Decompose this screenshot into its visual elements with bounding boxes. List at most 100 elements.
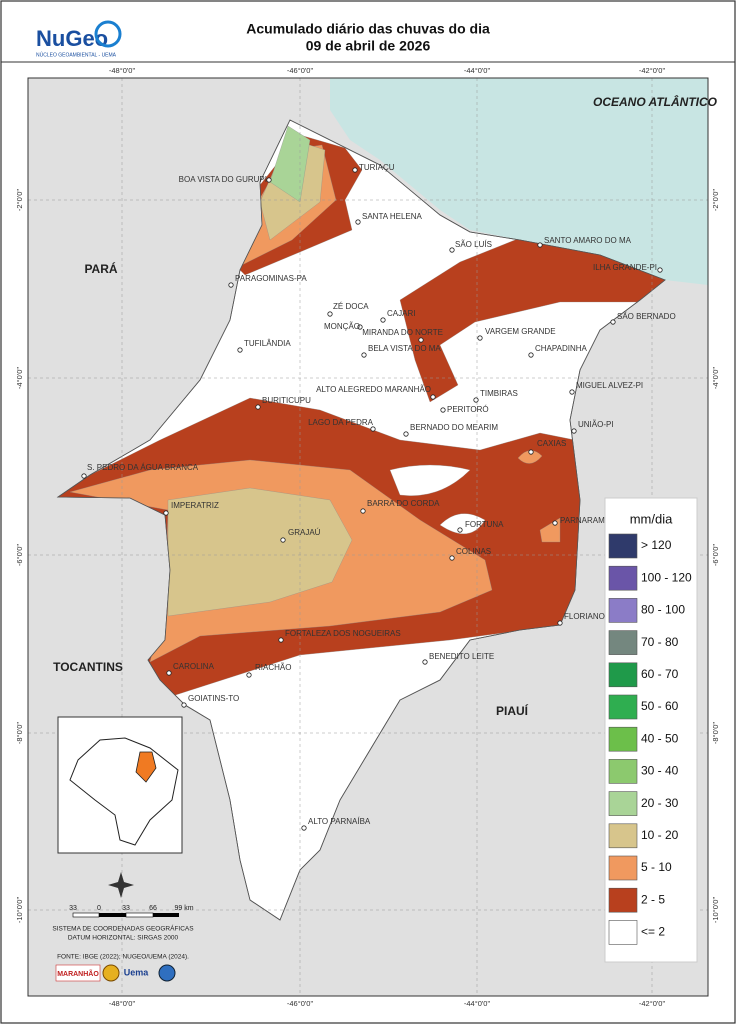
city-label: COLINAS — [456, 547, 491, 556]
lon-label-top: -42°0'0" — [639, 66, 666, 75]
legend-label: 80 - 100 — [641, 603, 685, 617]
legend-swatch — [608, 630, 638, 655]
legend-swatch — [608, 759, 638, 784]
legend-swatch — [608, 694, 638, 720]
legend-swatch — [608, 823, 638, 849]
city-label: CAROLINA — [173, 662, 215, 671]
note: FONTE: IBGE (2022); NUGEO/UEMA (2024). — [57, 954, 189, 961]
cities: BOA VISTA DO GURUPI TURIAÇU SANTA HELENA SÃ… — [81, 163, 676, 831]
legend-label: <= 2 — [641, 925, 665, 939]
city-marker — [477, 335, 483, 341]
city-label: PARAGOMINAS-PA — [235, 274, 307, 283]
city-label: CAXIAS — [537, 439, 566, 448]
note: DATUM HORIZONTAL: SIRGAS 2000 — [68, 935, 179, 942]
legend: mm/dia > 120 100 - 120 80 - 100 70 - 80 60 - … — [604, 497, 698, 963]
lon-label-top: -46°0'0" — [287, 66, 314, 75]
legend-label: 60 - 70 — [641, 667, 679, 681]
scale-bar: 33 0 33 66 99 km — [69, 905, 194, 918]
city-marker — [81, 473, 87, 479]
city-label: SANTA HELENA — [362, 212, 423, 221]
scale-label: 66 — [149, 905, 157, 912]
lon-label-bottom: -42°0'0" — [639, 999, 666, 1008]
lat-label-right: -6°0'0" — [711, 544, 720, 566]
region-label: TOCANTINS — [53, 660, 123, 674]
city-marker — [422, 659, 428, 665]
legend-swatch — [608, 855, 638, 881]
city-label: LAGO DA PEDRA — [308, 418, 374, 427]
legend-label: 50 - 60 — [641, 699, 679, 713]
city-marker — [528, 449, 534, 455]
city-label: FORTALEZA DOS NOGUEIRAS — [285, 629, 401, 638]
logo-text: Uema — [124, 967, 150, 977]
city-marker — [430, 394, 436, 400]
rain-zone — [167, 487, 353, 617]
map-frame — [27, 77, 709, 997]
scale-label: 99 km — [174, 905, 193, 912]
region-label: PARÁ — [84, 261, 117, 276]
city-marker — [280, 537, 286, 543]
city-label: S. PEDRO DA ÁGUA BRANCA — [87, 463, 199, 472]
inset-state — [135, 751, 157, 783]
city-marker — [571, 428, 577, 434]
lon-label-bottom: -48°0'0" — [109, 999, 136, 1008]
city-marker — [457, 527, 463, 533]
city-marker — [380, 317, 386, 323]
rain-zone — [517, 450, 543, 464]
legend-swatch — [608, 791, 638, 816]
city-marker — [181, 702, 187, 708]
city-label: MIGUEL ALVEZ-PI — [576, 381, 643, 390]
scale-segment — [72, 912, 100, 918]
scale-segment — [99, 913, 126, 917]
city-marker — [228, 282, 234, 288]
city-marker — [361, 352, 367, 358]
lat-label-left: -10°0'0" — [15, 897, 24, 924]
city-label: SÃO BERNADO — [617, 312, 676, 321]
city-label: TURIAÇU — [359, 163, 395, 172]
city-marker — [278, 637, 284, 643]
region-label: PIAUÍ — [496, 703, 529, 718]
city-label: BURITICUPU — [262, 396, 311, 405]
city-marker — [370, 426, 376, 432]
city-marker — [657, 267, 663, 273]
city-marker — [557, 620, 563, 626]
city-marker — [418, 337, 424, 343]
city-marker — [246, 672, 252, 678]
city-marker — [266, 177, 272, 183]
notes: SISTEMA DE COORDENADAS GEOGRÁFICAS DATUM … — [52, 924, 194, 961]
logo-seal — [102, 964, 120, 982]
city-marker — [610, 319, 616, 325]
city-label: FORTUNA — [465, 520, 504, 529]
logo-seal — [158, 964, 176, 982]
city-marker — [357, 324, 363, 330]
city-label: BELA VISTA DO MA — [368, 344, 441, 353]
legend-swatch — [608, 662, 638, 688]
city-label: PERITORÓ — [447, 405, 489, 414]
lon-label-bottom: -44°0'0" — [464, 999, 491, 1008]
city-label: MIRANDA DO NORTE — [362, 328, 443, 337]
note: SISTEMA DE COORDENADAS GEOGRÁFICAS — [52, 924, 194, 933]
city-label: UNIÃO-PI — [578, 420, 614, 429]
city-label: ALTO ALEGREDO MARANHÃO — [316, 385, 431, 394]
scale-label: 33 — [69, 905, 77, 912]
legend-label: > 120 — [641, 538, 672, 552]
logo-globe — [94, 20, 122, 48]
legend-label: 10 - 20 — [641, 828, 679, 842]
rain-zones — [58, 125, 665, 701]
city-marker — [327, 311, 333, 317]
lat-label-left: -2°0'0" — [15, 189, 24, 211]
city-marker — [166, 670, 172, 676]
city-marker — [360, 508, 366, 514]
city-marker — [449, 555, 455, 561]
legend-title: mm/dia — [630, 511, 673, 526]
city-marker — [301, 825, 307, 831]
city-marker — [473, 397, 479, 403]
city-label: TUFILÂNDIA — [244, 339, 291, 348]
north-arrow — [108, 872, 134, 898]
city-label: FLORIANO — [564, 612, 605, 621]
lon-label-top: -44°0'0" — [464, 66, 491, 75]
lat-label-left: -6°0'0" — [15, 544, 24, 566]
city-marker — [528, 352, 534, 358]
lon-label-bottom: -46°0'0" — [287, 999, 314, 1008]
city-label: MONÇÃO — [324, 322, 360, 331]
city-marker — [569, 389, 575, 395]
